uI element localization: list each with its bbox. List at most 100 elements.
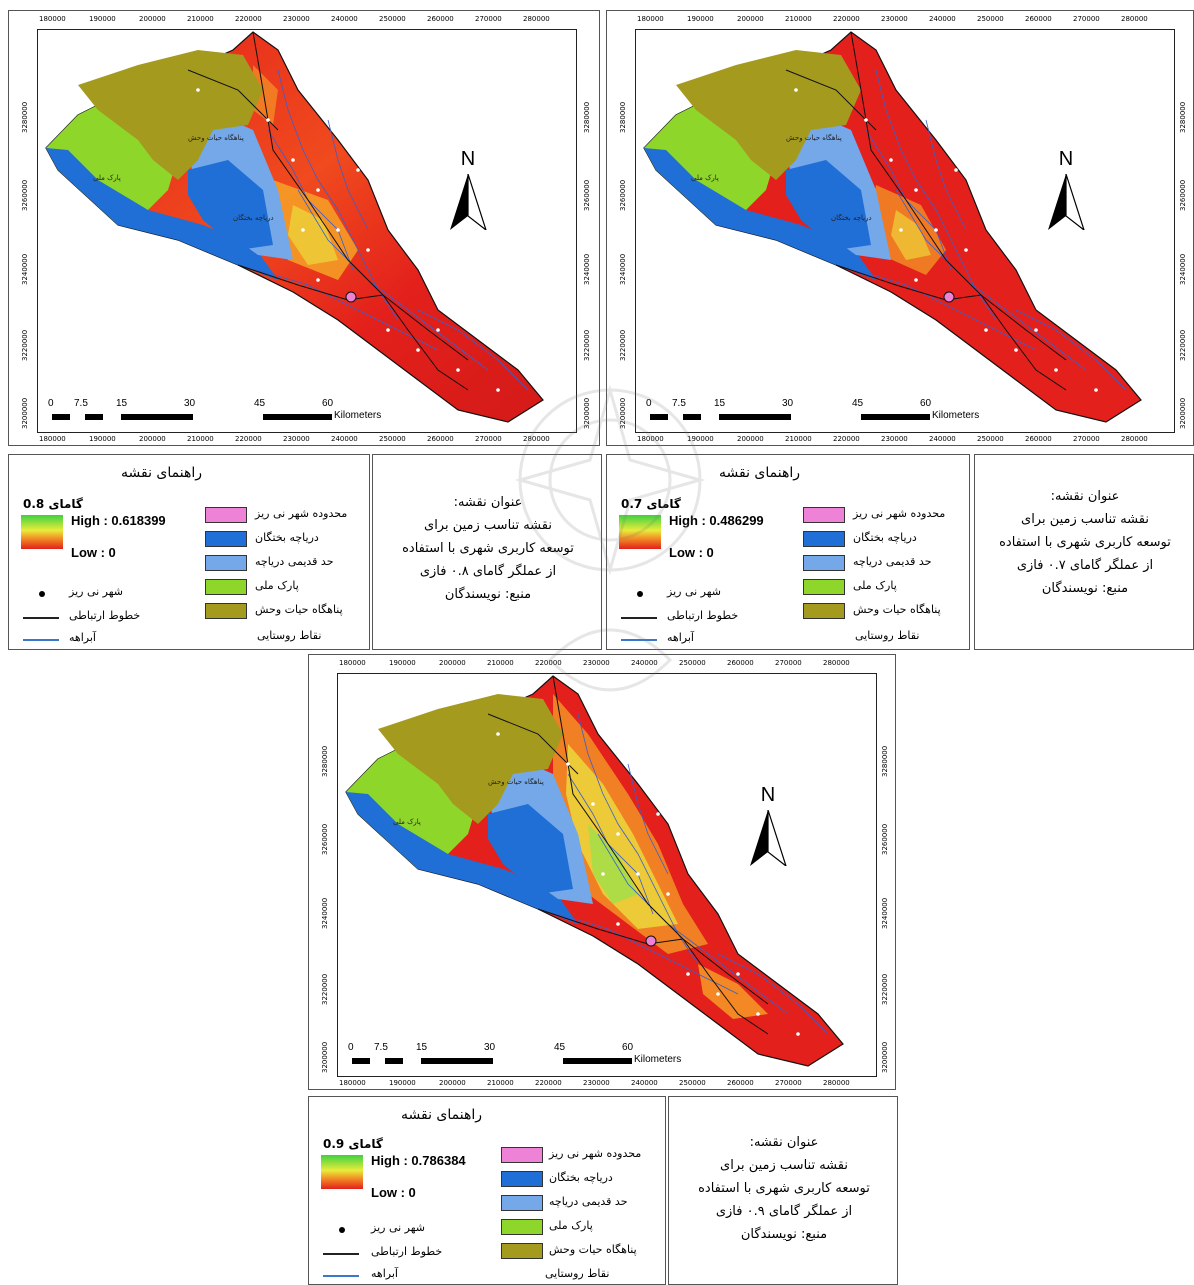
legend-old-lake: حد قدیمی دریاچه [853,555,932,568]
map-title: عنوان نقشه: نقشه تناسب زمین برای توسعه ک… [698,1135,870,1242]
scale-label-2: 15 [116,398,128,409]
park-swatch [205,579,247,595]
scale-label-1: 7.5 [74,398,88,409]
legend-city: شهر نی ریز [667,585,722,598]
high-value: High : 0.486299 [669,513,764,528]
suitability-map: پناهگاه حیات وحش پارک ملی دریاچه بختگان [643,31,1142,423]
scale-label-0: 0 [646,398,652,409]
low-value: Low : 0 [669,545,714,560]
north-arrow: N [748,784,788,866]
old-lake-swatch [501,1195,543,1211]
park-swatch [803,579,845,595]
high-value: High : 0.786384 [371,1153,466,1168]
city-point-icon [339,1227,345,1233]
watermark-emblem [514,384,706,692]
scale-label-0: 0 [48,398,54,409]
scale-unit: Kilometers [634,1054,682,1065]
scale-label-4: 45 [852,398,864,409]
legend-roads: خطوط ارتباطی [69,609,141,622]
scale-bar [650,414,930,420]
legend-park: پارک ملی [549,1219,593,1232]
old-lake-swatch [803,555,845,571]
refuge-label: پناهگاه حیات وحش [188,133,244,142]
suitability-map: پناهگاه حیات وحش پارک ملی [345,675,844,1067]
map-frame: پناهگاه حیات وحش پارک ملی N 0 7.5 15 30 … [337,673,877,1077]
scale-label-4: 45 [254,398,266,409]
stream-line-icon [621,639,657,641]
wildlife-refuge-area [676,50,861,180]
legend-roads: خطوط ارتباطی [371,1245,443,1258]
legend-city-boundary: محدوده شهر نی ریز [853,507,946,520]
road-line-icon [621,617,657,619]
map-title: عنوان نقشه: نقشه تناسب زمین برای توسعه ک… [999,489,1171,596]
scale-label-5: 60 [622,1042,634,1053]
scale-label-3: 30 [484,1042,496,1053]
refuge-swatch [501,1243,543,1259]
legend-lake: دریاچه بختگان [853,531,917,544]
lake-swatch [501,1171,543,1187]
scale-label-3: 30 [782,398,794,409]
legend-roads: خطوط ارتباطی [667,609,739,622]
lake-label: دریاچه بختگان [233,213,274,222]
legend-title: راهنمای نقشه [121,465,202,481]
north-label: N [760,784,776,806]
legend-old-lake: حد قدیمی دریاچه [549,1195,628,1208]
gamma-label: گامای 0.8 [23,497,83,511]
park-label: پارک ملی [93,174,121,182]
scale-unit: Kilometers [932,410,980,421]
legend-refuge: پناهگاه حیات وحش [549,1243,637,1256]
refuge-label: پناهگاه حیات وحش [786,133,842,142]
legend-title: راهنمای نقشه [401,1107,482,1123]
north-label: N [1058,148,1074,170]
park-label: پارک ملی [691,174,719,182]
scale-unit: Kilometers [334,410,382,421]
refuge-swatch [803,603,845,619]
scale-label-4: 45 [554,1042,566,1053]
legend-villages: نقاط روستایی [545,1267,610,1280]
legend-city: شهر نی ریز [69,585,124,598]
scale-label-0: 0 [348,1042,354,1053]
city-boundary-swatch [205,507,247,523]
legend-title: راهنمای نقشه [719,465,800,481]
map-panel-gamma-0.7: پناهگاه حیات وحش پارک ملی دریاچه بختگان … [606,10,1194,446]
stream-line-icon [23,639,59,641]
legend-panel-gamma-0.8: راهنمای نقشه گامای 0.8 High : 0.618399 L… [8,454,370,650]
title-panel-gamma-0.7: عنوان نقشه: نقشه تناسب زمین برای توسعه ک… [974,454,1194,650]
legend-villages: نقاط روستایی [257,629,322,642]
road-line-icon [323,1253,359,1255]
lake-label: دریاچه بختگان [831,213,872,222]
scale-label-1: 7.5 [374,1042,388,1053]
legend-panel-gamma-0.9: راهنمای نقشه گامای 0.9 High : 0.786384 L… [308,1096,666,1285]
refuge-label: پناهگاه حیات وحش [488,777,544,786]
scale-label-1: 7.5 [672,398,686,409]
city-point-icon [39,591,45,597]
legend-park: پارک ملی [853,579,897,592]
map-frame: پناهگاه حیات وحش پارک ملی دریاچه بختگان … [37,29,577,433]
map-panel-gamma-0.8: پناهگاه حیات وحش پارک ملی دریاچه بختگان … [8,10,600,446]
legend-old-lake: حد قدیمی دریاچه [255,555,334,568]
map-title: عنوان نقشه: نقشه تناسب زمین برای توسعه ک… [402,495,574,602]
old-lake-swatch [205,555,247,571]
legend-lake: دریاچه بختگان [549,1171,613,1184]
suitability-ramp [321,1155,363,1189]
high-value: High : 0.618399 [71,513,166,528]
legend-city-boundary: محدوده شهر نی ریز [549,1147,642,1160]
lake-swatch [205,531,247,547]
wildlife-refuge-area [78,50,263,180]
low-value: Low : 0 [371,1185,416,1200]
city-point-icon [637,591,643,597]
city-boundary-swatch [803,507,845,523]
scale-bar [52,414,332,420]
city-boundary-swatch [501,1147,543,1163]
map-frame: پناهگاه حیات وحش پارک ملی دریاچه بختگان … [635,29,1175,433]
scale-bar [352,1058,632,1064]
lake-area [346,792,578,924]
north-label: N [460,148,476,170]
north-arrow: N [1046,148,1086,230]
scale-label-2: 15 [416,1042,428,1053]
scale-label-2: 15 [714,398,726,409]
map-panel-gamma-0.9: پناهگاه حیات وحش پارک ملی N 0 7.5 15 30 … [308,654,896,1090]
road-line-icon [23,617,59,619]
north-arrow: N [448,148,488,230]
suitability-map: پناهگاه حیات وحش پارک ملی دریاچه بختگان [45,31,544,423]
